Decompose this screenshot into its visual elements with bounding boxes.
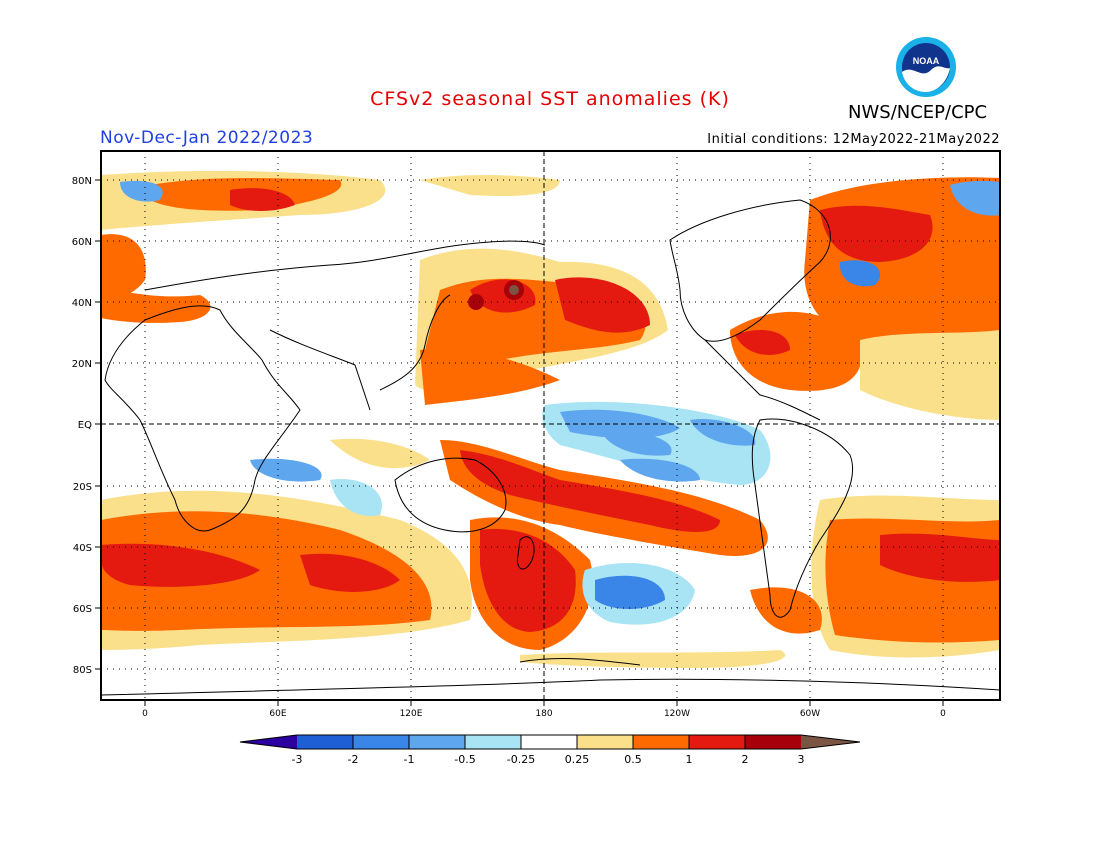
lat-label: 60N [72,237,92,248]
colorbar-label: 0.5 [624,753,642,766]
colorbar-swatch [801,735,860,749]
equator-dateline [101,151,1000,700]
coastlines [101,199,1000,696]
lon-label: 120W [664,709,690,719]
lat-label: 80S [73,665,92,676]
agency-label: NWS/NCEP/CPC [848,102,988,123]
lat-label: 60S [73,604,92,615]
colorbar-swatch [577,735,633,749]
colorbar-swatch [409,735,465,749]
map-title: CFSv2 seasonal SST anomalies (K) [370,88,730,110]
colorbar: -3 -2 -1 -0.5 -0.25 0.25 0.5 1 2 3 [239,734,861,766]
lon-label: 60E [269,709,286,719]
colorbar-label: -3 [292,753,303,766]
anomaly-field [101,151,1000,700]
lat-label: 20N [72,359,92,370]
colorbar-swatch [633,735,689,749]
colorbar-swatch [745,735,801,749]
lat-label: EQ [78,420,92,431]
lat-label: 80N [72,176,92,187]
colorbar-swatch [297,735,353,749]
colorbar-swatch [465,735,521,749]
colorbar-swatch [353,735,409,749]
colorbar-label: 0.25 [565,753,590,766]
initial-conditions: Initial conditions: 12May2022-21May2022 [707,132,1000,147]
lon-label: 0 [142,709,148,719]
colorbar-label: -0.5 [454,753,475,766]
lon-label: 60W [800,709,820,719]
colorbar-label: -1 [404,753,415,766]
colorbar-swatch [240,735,297,749]
lon-label: 120E [400,709,423,719]
colorbar-label: 2 [742,753,749,766]
colorbar-swatch [689,735,745,749]
colorbar-label: 3 [798,753,805,766]
forecast-period: Nov-Dec-Jan 2022/2023 [100,128,314,148]
noaa-logo: NOAA [896,37,956,97]
map-frame [100,150,1001,701]
lon-label: 0 [940,709,946,719]
lon-label: 180 [535,709,552,719]
colorbar-label: -0.25 [507,753,535,766]
colorbar-label: 1 [686,753,693,766]
colorbar-label: -2 [348,753,359,766]
lat-label: 40S [73,543,92,554]
lat-label: 20S [73,482,92,493]
colorbar-swatch [521,735,577,749]
noaa-logo-text: NOAA [913,56,940,66]
lat-label: 40N [72,298,92,309]
axis-ticks [95,179,944,706]
